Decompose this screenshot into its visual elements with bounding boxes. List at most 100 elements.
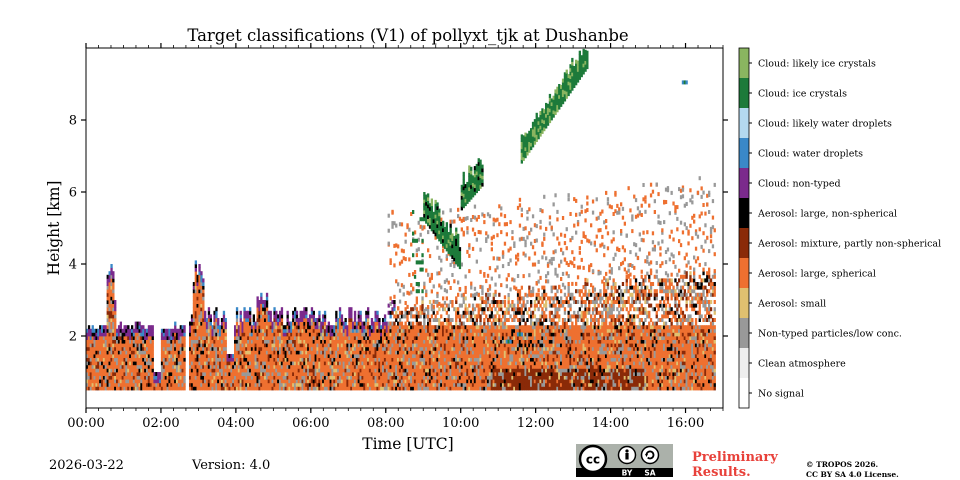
- heatmap-cell: [198, 300, 201, 304]
- heatmap-cell: [121, 339, 124, 344]
- heatmap-cell: [410, 386, 413, 391]
- heatmap-cell: [102, 328, 106, 333]
- heatmap-cell: [273, 314, 276, 319]
- heatmap-cell: [430, 372, 433, 376]
- heatmap-cell: [468, 350, 471, 355]
- heatmap-cell: [498, 292, 501, 297]
- heatmap-cell: [108, 346, 111, 351]
- heatmap-cell: [415, 310, 418, 315]
- heatmap-cell: [179, 386, 182, 391]
- heatmap-cell: [198, 328, 201, 333]
- heatmap-cell: [442, 343, 445, 348]
- heatmap-cell: [200, 289, 203, 294]
- heatmap-cell: [410, 354, 413, 358]
- heatmap-cell: [295, 368, 299, 373]
- heatmap-cell: [415, 321, 418, 326]
- heatmap-cell: [505, 364, 508, 369]
- heatmap-cell: [415, 328, 418, 333]
- heatmap-cell: [93, 354, 96, 358]
- heatmap-cell: [151, 346, 154, 351]
- heatmap-cell: [350, 314, 353, 319]
- heatmap-cell: [196, 372, 199, 376]
- heatmap-cell: [174, 372, 177, 376]
- heatmap-cell: [241, 354, 244, 358]
- heatmap-cell: [102, 332, 106, 337]
- heatmap-cell: [303, 361, 306, 366]
- heatmap-cell: [168, 346, 171, 351]
- heatmap-cell: [243, 321, 246, 326]
- heatmap-cell: [501, 321, 505, 326]
- heatmap-cell: [374, 361, 377, 366]
- heatmap-cell: [470, 336, 473, 340]
- heatmap-cell: [297, 318, 300, 322]
- heatmap-cell: [237, 332, 241, 337]
- heatmap-cell: [427, 332, 430, 337]
- heatmap-cell: [344, 375, 347, 380]
- heatmap-cell: [473, 386, 477, 391]
- heatmap-cell: [348, 382, 351, 387]
- heatmap-cell: [470, 343, 473, 348]
- heatmap-cell: [256, 303, 259, 308]
- heatmap-cell: [299, 375, 302, 380]
- heatmap-cell: [97, 354, 100, 358]
- heatmap-cell: [295, 350, 299, 355]
- heatmap-cell: [389, 375, 392, 380]
- heatmap-cell: [97, 332, 100, 337]
- heatmap-cell: [344, 343, 347, 348]
- heatmap-cell: [322, 357, 325, 362]
- heatmap-cell: [125, 354, 128, 358]
- heatmap-cell: [112, 296, 115, 301]
- heatmap-cell: [471, 354, 475, 358]
- heatmap-cell: [127, 379, 130, 384]
- heatmap-cell: [106, 361, 109, 366]
- heatmap-cell: [477, 375, 480, 380]
- heatmap-cell: [160, 332, 164, 337]
- heatmap-cell: [234, 372, 237, 376]
- heatmap-cell: [217, 375, 220, 380]
- heatmap-cell: [175, 354, 179, 358]
- heatmap-cell: [391, 300, 394, 304]
- heatmap-cell: [425, 379, 428, 384]
- heatmap-cell: [106, 321, 109, 326]
- heatmap-cell: [376, 343, 379, 348]
- heatmap-cell: [134, 368, 137, 373]
- heatmap-cell: [250, 368, 254, 373]
- heatmap-cell: [382, 375, 385, 380]
- heatmap-cell: [445, 254, 448, 259]
- heatmap-cell: [262, 307, 265, 312]
- heatmap-cell: [264, 346, 267, 351]
- heatmap-cell: [515, 332, 518, 337]
- heatmap-cell: [245, 325, 248, 330]
- heatmap-cell: [280, 310, 284, 315]
- heatmap-cell: [196, 357, 199, 362]
- heatmap-cell: [247, 350, 250, 355]
- heatmap-cell: [507, 318, 510, 322]
- heatmap-cell: [224, 372, 227, 376]
- heatmap-cell: [468, 354, 471, 358]
- heatmap-cell: [86, 328, 89, 333]
- heatmap-cell: [385, 321, 389, 326]
- heatmap-cell: [292, 339, 295, 344]
- heatmap-cell: [432, 361, 435, 366]
- heatmap-cell: [382, 346, 385, 351]
- heatmap-cell: [428, 350, 432, 355]
- heatmap-cell: [280, 357, 284, 362]
- heatmap-cell: [473, 328, 477, 333]
- heatmap-cell: [198, 292, 201, 297]
- heatmap-cell: [104, 357, 107, 362]
- heatmap-cell: [89, 368, 92, 373]
- heatmap-cell: [86, 346, 89, 351]
- heatmap-cell: [116, 386, 119, 391]
- heatmap-cell: [320, 379, 323, 384]
- heatmap-cell: [106, 314, 109, 319]
- heatmap-cell: [252, 375, 255, 380]
- heatmap-cell: [262, 346, 265, 351]
- heatmap-cell: [198, 282, 201, 286]
- heatmap-cell: [460, 321, 463, 326]
- heatmap-cell: [104, 354, 107, 358]
- heatmap-cell: [245, 368, 248, 373]
- heatmap-cell: [378, 364, 381, 369]
- heatmap-cell: [102, 346, 106, 351]
- heatmap-cell: [410, 375, 413, 380]
- heatmap-cell: [337, 361, 340, 366]
